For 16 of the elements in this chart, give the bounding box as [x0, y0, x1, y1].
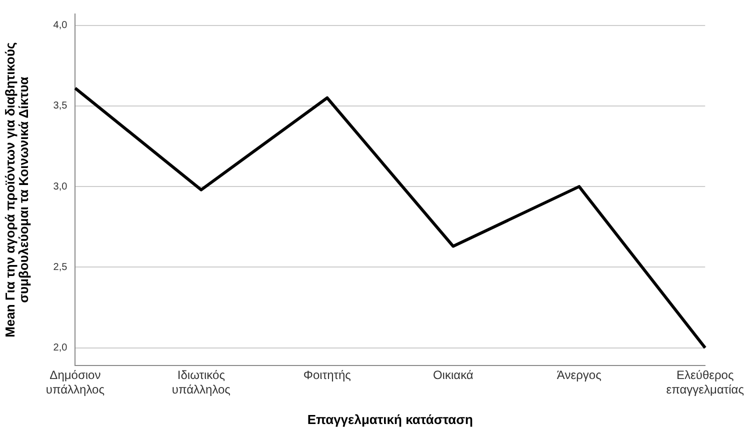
- category-label: υπάλληλος: [172, 382, 230, 397]
- y-tick-label: 3,0: [53, 181, 68, 192]
- category-label: Ελεύθερος: [676, 368, 734, 382]
- x-axis-title: Επαγγελματική κατάσταση: [307, 412, 474, 427]
- category-label: Άνεργος: [556, 368, 602, 382]
- category-label: επαγγελματίας: [666, 382, 744, 397]
- category-label: υπάλληλος: [46, 382, 104, 397]
- category-label: Ιδιωτικός: [177, 368, 225, 382]
- y-tick-label: 3,5: [53, 100, 68, 112]
- y-tick-label: 2,0: [53, 342, 68, 354]
- y-tick-label: 4,0: [53, 20, 68, 32]
- y-axis-title: Mean Για την αγορά προϊόντων για διαβητικούς συμβουλεύομαι τα Κοινωνικά Δίκτυα: [2, 42, 32, 338]
- category-label: Δημόσιον: [50, 368, 101, 382]
- category-label: Φοιτητής: [303, 368, 351, 382]
- y-tick-label: 2,5: [53, 262, 68, 273]
- category-label: Οικιακά: [432, 368, 474, 382]
